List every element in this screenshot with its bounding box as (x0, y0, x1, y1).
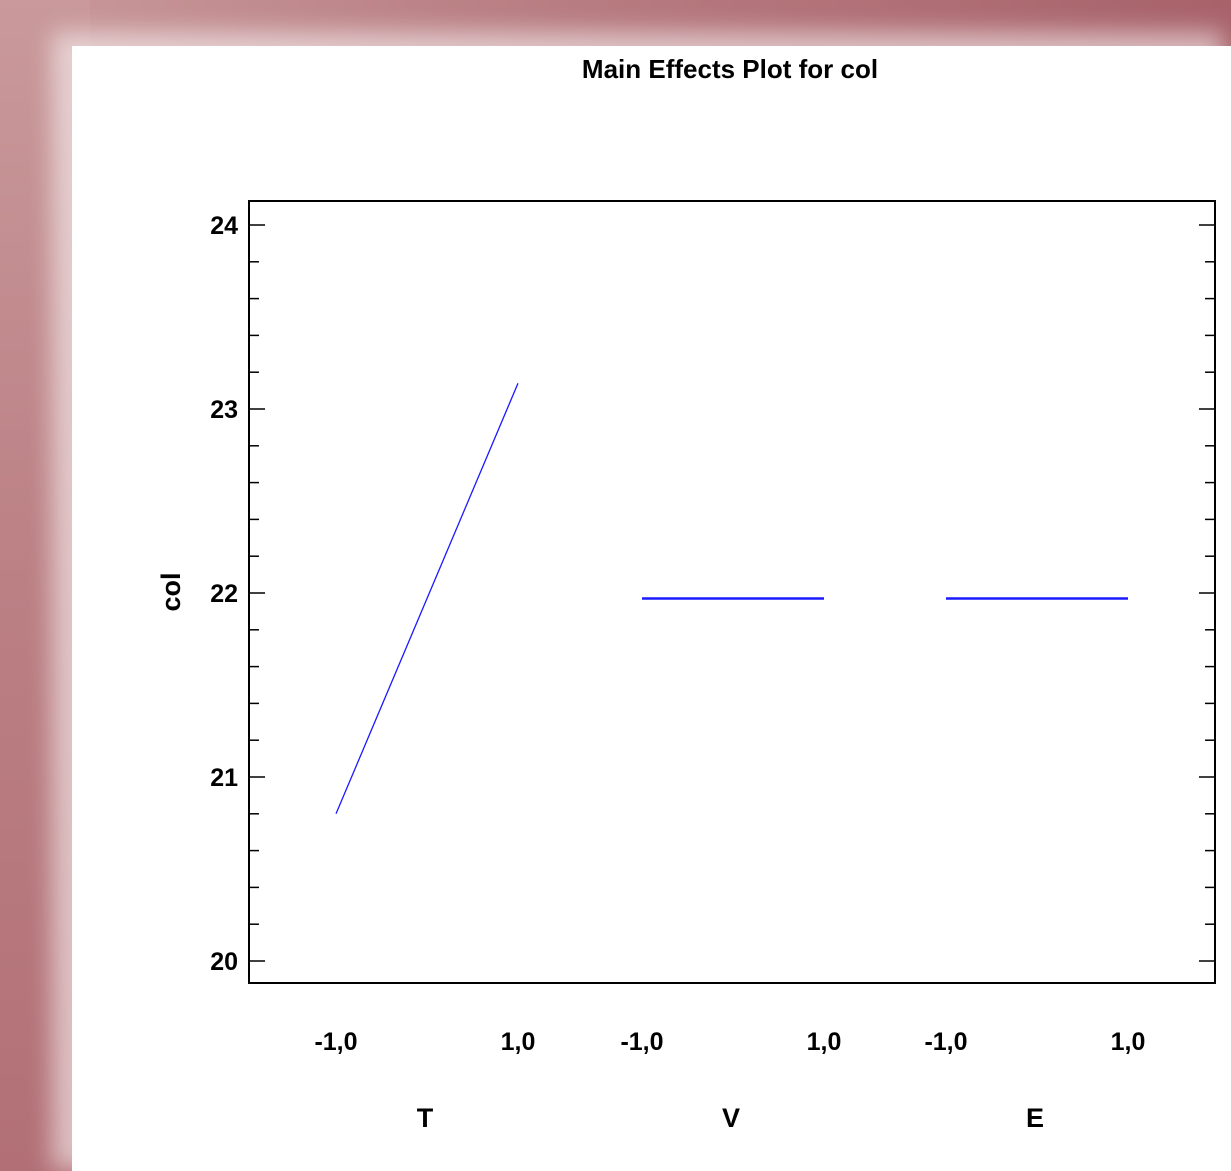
x-tick-label: 1,0 (807, 1028, 842, 1056)
y-tick-label: 22 (210, 580, 238, 608)
y-tick-label: 23 (210, 396, 238, 424)
plot-area-frame (248, 200, 1216, 984)
y-axis: 20 21 22 23 24 (210, 212, 1215, 976)
x-tick-label: -1,0 (314, 1028, 357, 1056)
x-tick-label: -1,0 (924, 1028, 967, 1056)
factor-label: T (417, 1103, 434, 1133)
y-tick-label: 24 (210, 212, 238, 240)
x-axis: -1,0 1,0 T -1,0 1,0 V -1,0 1,0 E (314, 1028, 1145, 1133)
factor-label: V (722, 1103, 740, 1133)
x-tick-label: -1,0 (620, 1028, 663, 1056)
factor-label: E (1026, 1103, 1044, 1133)
chart-title: Main Effects Plot for col (582, 54, 878, 84)
x-tick-label: 1,0 (1111, 1028, 1146, 1056)
effect-lines (335, 382, 1128, 815)
x-tick-label: 1,0 (501, 1028, 536, 1056)
effect-line (335, 382, 519, 815)
y-axis-label: col (156, 572, 186, 611)
y-tick-label: 21 (210, 764, 238, 792)
y-tick-label: 20 (210, 948, 238, 976)
